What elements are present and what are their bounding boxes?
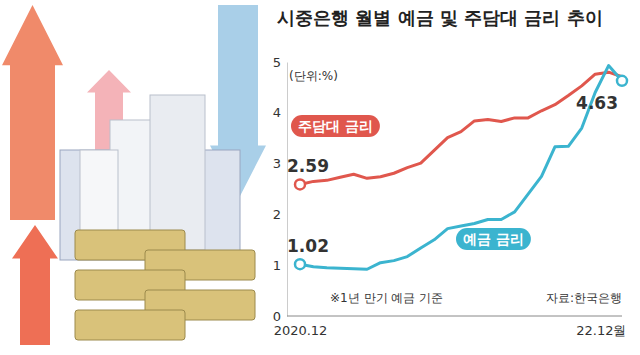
y-tick-label: 3	[273, 156, 281, 171]
note: ※1년 만기 예금 기준	[330, 291, 443, 305]
unit-label: (단위:%)	[289, 69, 338, 83]
series-name-text: 주담대 금리	[298, 118, 373, 134]
arrow-up	[12, 225, 58, 345]
y-tick: 5	[273, 55, 281, 70]
y-tick: 0	[273, 309, 281, 324]
y-tick-label: 2	[273, 207, 281, 222]
series-name-box	[291, 115, 380, 137]
arrow-up	[2, 5, 63, 220]
money	[75, 310, 185, 340]
y-tick: 3	[273, 156, 281, 171]
x-tick-label: 2020.12	[274, 323, 328, 338]
plot-area	[295, 66, 627, 270]
chart: 시중은행 월별 예금 및 주담대 금리 추이 0 1 2 3 4 5 2020.12 22.12…	[0, 0, 640, 355]
series-line	[300, 66, 622, 270]
point-marker	[295, 179, 305, 189]
y-tick: 2	[273, 207, 281, 222]
source: 자료:한국은행	[546, 291, 622, 305]
title: 시중은행 월별 예금 및 주담대 금리 추이	[277, 7, 603, 28]
series-name: 주담대 금리	[291, 115, 380, 137]
x-tick: 2020.12	[274, 323, 328, 338]
y-tick-label: 5	[273, 55, 281, 70]
y-tick-label: 1	[273, 258, 281, 273]
y-tick: 1	[273, 258, 281, 273]
x-axis: 2020.12 22.12월	[274, 316, 627, 338]
illustration	[2, 5, 266, 345]
x-tick: 22.12월	[576, 323, 626, 338]
data-label: 2.59	[287, 156, 329, 176]
data-label: 1.02	[287, 236, 329, 256]
data-label: 4.63	[576, 93, 618, 113]
point-marker	[295, 259, 305, 269]
y-axis: 0 1 2 3 4 5	[273, 55, 288, 324]
y-axis-line	[287, 63, 288, 317]
labels: 2.59 주담대 금리 1.02 4.63 예금 금리	[287, 93, 618, 256]
series-name: 예금 금리	[456, 228, 531, 250]
point-marker	[617, 76, 627, 86]
y-tick-label: 0	[273, 309, 281, 324]
y-tick: 4	[273, 105, 281, 120]
building	[150, 95, 205, 250]
x-tick-label: 22.12월	[576, 323, 626, 338]
series-name-text: 예금 금리	[463, 231, 524, 247]
y-tick-label: 4	[273, 105, 281, 120]
x-axis-line	[287, 316, 622, 317]
series-name-box	[456, 228, 531, 250]
